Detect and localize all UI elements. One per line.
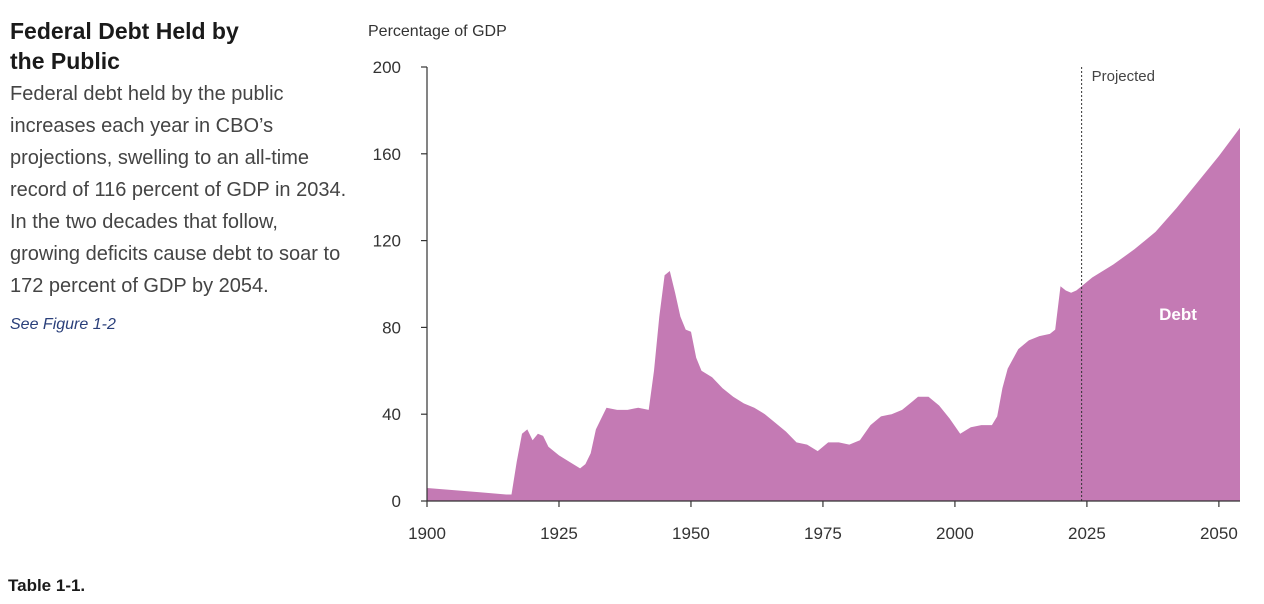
y-tick-label: 40 [382,405,401,424]
label-layer: Projected Debt [1081,67,1197,501]
y-tick-label: 80 [382,318,401,337]
projection-label: Projected [1092,68,1155,85]
table-reference: Table 1-1. [8,576,86,595]
area-layer [427,127,1240,502]
x-tick-label: 2000 [936,524,974,543]
y-tick-label: 0 [392,492,401,511]
axis-layer: 0 40 80 120 160 200 1900 1925 1950 1975 2000 2025 20… [373,58,1240,543]
x-tick-label: 1925 [540,524,578,543]
sidebar-title: Federal Debt Held by the Public [10,18,239,74]
y-tick-label: 160 [373,145,401,164]
debt-area [427,127,1240,502]
x-tick-label: 2025 [1068,524,1106,543]
y-tick-label: 120 [373,232,401,251]
x-tick-label: 1900 [408,524,446,543]
x-tick-label: 1950 [672,524,710,543]
sidebar-description: Federal debt held by the public increase… [10,83,347,297]
y-tick-label: 200 [373,58,401,77]
x-tick-label: 1975 [804,524,842,543]
x-tick-label: 2050 [1200,524,1238,543]
y-axis-label: Percentage of GDP [368,23,507,40]
series-label-debt: Debt [1159,305,1197,324]
see-figure-link[interactable]: See Figure 1-2 [10,316,116,333]
sidebar: Federal Debt Held by the Public Federal … [10,16,355,334]
